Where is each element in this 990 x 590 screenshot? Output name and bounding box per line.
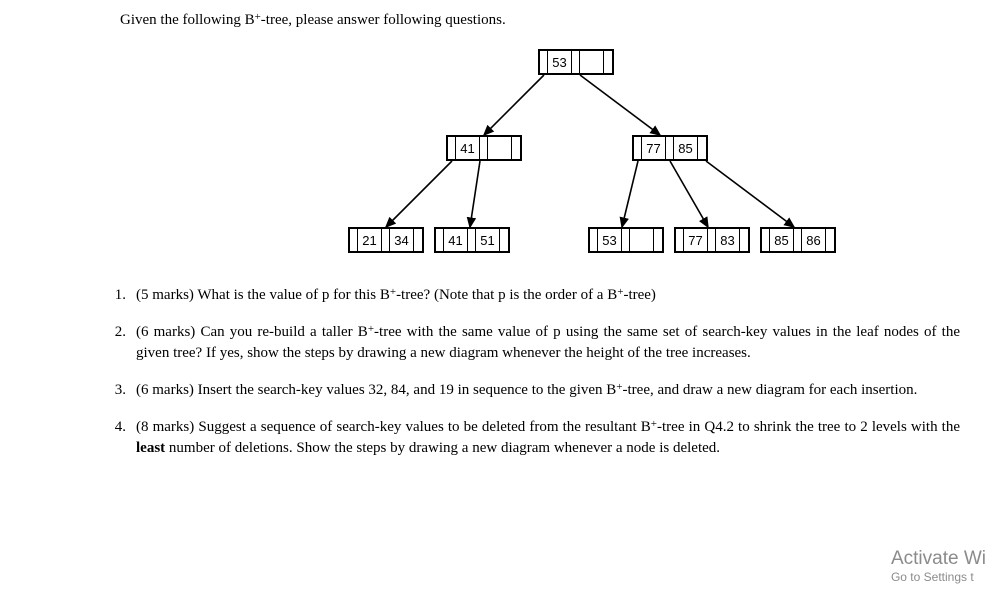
prompt-sup: + (255, 11, 261, 23)
btree-key: 53 (598, 229, 622, 251)
btree-key (630, 229, 654, 251)
btree-node-leaf1: 21 34 (348, 227, 424, 253)
prompt-suffix: -tree, please answer following questions… (261, 12, 506, 28)
question-text: (6 marks) Can you re-build a taller B+-t… (136, 322, 960, 364)
btree-key: 51 (476, 229, 500, 251)
btree-node-leaf2: 41 51 (434, 227, 510, 253)
btree-node-l1b: 77 85 (632, 135, 708, 161)
btree-key: 77 (684, 229, 708, 251)
prompt-prefix: Given the following B (120, 12, 255, 28)
btree-key: 41 (444, 229, 468, 251)
question-item: 4.(8 marks) Suggest a sequence of search… (100, 417, 960, 459)
question-list: 1. (5 marks) What is the value of p for t… (100, 285, 960, 459)
windows-activation-watermark: Activate Wi Go to Settings t (891, 548, 986, 584)
btree-key: 86 (802, 229, 826, 251)
bplus-tree-diagram: 53 41 77 85 21 34 41 51 53 77 83 85 86 (180, 37, 880, 267)
btree-key: 85 (674, 137, 698, 159)
btree-key: 83 (716, 229, 740, 251)
btree-key (580, 51, 604, 73)
btree-key: 34 (390, 229, 414, 251)
question-number: 2. (100, 322, 126, 364)
watermark-line1: Activate Wi (891, 548, 986, 570)
btree-key: 21 (358, 229, 382, 251)
question-number: 3. (100, 380, 126, 401)
watermark-line2: Go to Settings t (891, 570, 986, 584)
question-number: 1. (100, 285, 126, 306)
btree-node-leaf3: 53 (588, 227, 664, 253)
btree-key: 77 (642, 137, 666, 159)
btree-node-leaf4: 77 83 (674, 227, 750, 253)
btree-node-leaf5: 85 86 (760, 227, 836, 253)
question-text: (6 marks) Insert the search-key values 3… (136, 380, 960, 401)
btree-key (488, 137, 512, 159)
btree-key: 53 (548, 51, 572, 73)
btree-node-root: 53 (538, 49, 614, 75)
question-text: (8 marks) Suggest a sequence of search-k… (136, 417, 960, 459)
question-item: 1. (5 marks) What is the value of p for t… (100, 285, 960, 306)
btree-node-l1a: 41 (446, 135, 522, 161)
question-item: 2.(6 marks) Can you re-build a taller B+… (100, 322, 960, 364)
question-text: (5 marks) What is the value of p for thi… (136, 285, 960, 306)
question-item: 3. (6 marks) Insert the search-key values… (100, 380, 960, 401)
prompt-text: Given the following B+-tree, please answ… (120, 12, 960, 29)
question-number: 4. (100, 417, 126, 459)
btree-key: 85 (770, 229, 794, 251)
btree-key: 41 (456, 137, 480, 159)
